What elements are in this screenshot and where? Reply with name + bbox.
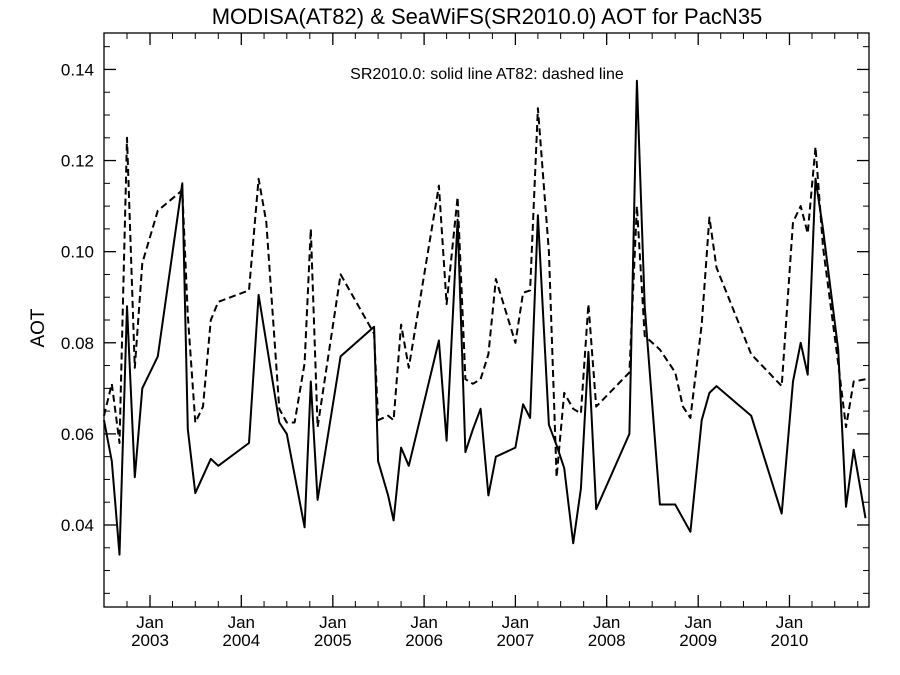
- x-tick-year: 2006: [405, 631, 443, 650]
- plot-frame: [103, 32, 870, 608]
- y-tick-label: 0.08: [61, 334, 94, 353]
- y-tick-label: 0.10: [61, 243, 94, 262]
- x-tick-year: 2003: [131, 631, 169, 650]
- y-axis-label: AOT: [28, 308, 49, 347]
- x-tick-year: 2007: [496, 631, 534, 650]
- x-tick-year: 2008: [588, 631, 626, 650]
- y-tick-label: 0.12: [61, 152, 94, 171]
- series-line-sr2010-0: [103, 79, 867, 556]
- x-tick-month: Jan: [136, 613, 163, 632]
- x-tick-month: Jan: [593, 613, 620, 632]
- x-tick-month: Jan: [319, 613, 346, 632]
- x-tick-month: Jan: [228, 613, 255, 632]
- x-tick-month: Jan: [410, 613, 437, 632]
- y-tick-label: 0.04: [61, 516, 94, 535]
- y-tick-label: 0.14: [61, 60, 94, 79]
- series-lines: [103, 79, 867, 556]
- x-tick-month: Jan: [776, 613, 803, 632]
- x-tick-month: Jan: [684, 613, 711, 632]
- x-tick-year: 2004: [222, 631, 260, 650]
- chart-title: MODISA(AT82) & SeaWiFS(SR2010.0) AOT for…: [212, 4, 763, 29]
- y-axis-ticks: 0.04 0.06 0.08 0.10 0.12 0.14: [61, 46, 869, 594]
- x-axis-ticks: Jan2003Jan2004Jan2005Jan2006Jan2007Jan20…: [103, 33, 859, 650]
- x-tick-year: 2005: [314, 631, 352, 650]
- legend-annotation: SR2010.0: solid line AT82: dashed line: [350, 66, 624, 83]
- x-tick-year: 2010: [771, 631, 809, 650]
- x-tick-year: 2009: [679, 631, 717, 650]
- y-tick-label: 0.06: [61, 425, 94, 444]
- x-tick-month: Jan: [502, 613, 529, 632]
